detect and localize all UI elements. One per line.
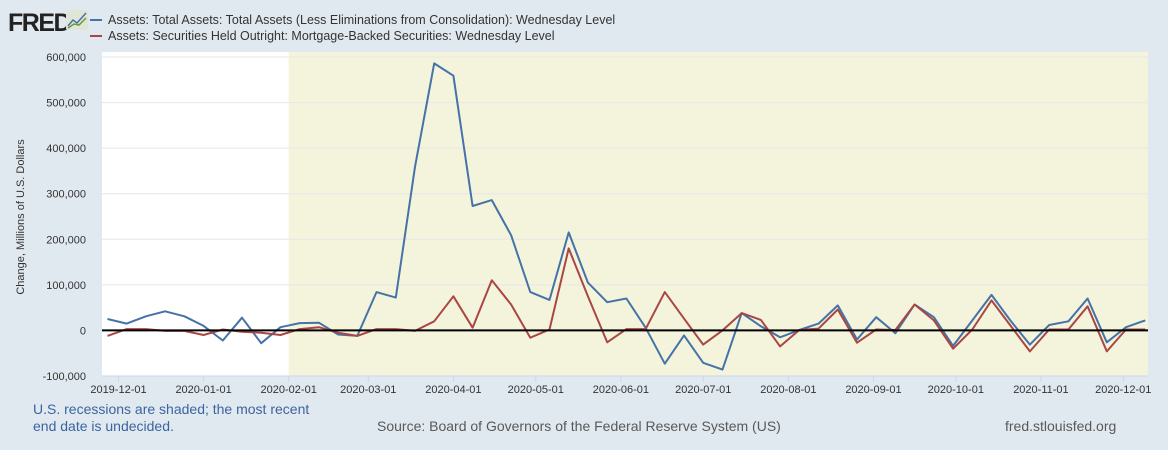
legend: Assets: Total Assets: Total Assets (Less… xyxy=(90,12,615,44)
fred-logo[interactable]: FRED xyxy=(8,9,72,37)
legend-label: Assets: Total Assets: Total Assets (Less… xyxy=(108,13,616,27)
recession-note: U.S. recessions are shaded; the most rec… xyxy=(33,401,310,434)
chart-line-icon xyxy=(66,10,88,30)
legend-item-total-assets[interactable]: Assets: Total Assets: Total Assets (Less… xyxy=(90,12,615,28)
legend-label: Assets: Securities Held Outright: Mortga… xyxy=(108,29,555,43)
x-tick-label: 2020-05-01 xyxy=(508,384,564,396)
y-tick-label: 400,000 xyxy=(46,143,86,155)
x-tick-label: 2020-01-01 xyxy=(175,384,231,396)
y-tick-label: 600,000 xyxy=(46,52,86,64)
y-tick-label: 300,000 xyxy=(46,189,86,201)
legend-swatch xyxy=(90,35,102,37)
x-tick-label: 2020-04-01 xyxy=(425,384,481,396)
legend-item-mbs[interactable]: Assets: Securities Held Outright: Mortga… xyxy=(90,28,615,44)
x-tick-label: 2020-06-01 xyxy=(593,384,649,396)
x-tick-label: 2020-11-01 xyxy=(1013,384,1068,396)
x-tick-label: 2020-12-01 xyxy=(1095,384,1151,396)
x-tick-label: 2020-08-01 xyxy=(760,384,816,396)
y-tick-label: -100,000 xyxy=(43,371,86,383)
y-tick-label: 200,000 xyxy=(46,234,86,246)
x-tick-label: 2020-02-01 xyxy=(261,384,317,396)
recession-shading xyxy=(288,52,1149,376)
y-tick-label: 500,000 xyxy=(46,98,86,110)
y-tick-label: 0 xyxy=(80,325,86,337)
y-axis-label: Change, Millions of U.S. Dollars xyxy=(15,139,27,295)
site-link[interactable]: fred.stlouisfed.org xyxy=(1005,418,1117,434)
x-tick-label: 2020-07-01 xyxy=(675,384,731,396)
legend-swatch xyxy=(90,19,102,21)
x-tick-label: 2020-03-01 xyxy=(340,384,396,396)
x-tick-label: 2019-12-01 xyxy=(90,384,146,396)
x-tick-label: 2020-09-01 xyxy=(845,384,901,396)
x-tick-label: 2020-10-01 xyxy=(928,384,984,396)
source-text: Source: Board of Governors of the Federa… xyxy=(377,418,781,434)
y-tick-label: 100,000 xyxy=(46,280,86,292)
